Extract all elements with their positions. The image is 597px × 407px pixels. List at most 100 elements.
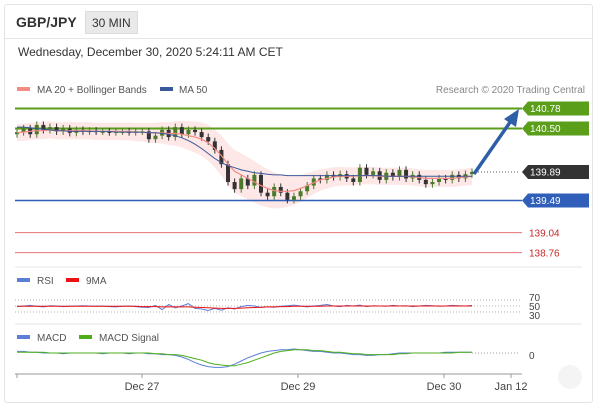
candle-body	[146, 131, 151, 140]
datetime-label: Wednesday, December 30, 2020 5:24:11 AM …	[18, 45, 283, 59]
candle-body	[239, 178, 244, 190]
macd-signal-line	[17, 349, 472, 367]
candle-body	[298, 191, 303, 197]
macd-tick-0: 0	[529, 351, 535, 362]
symbol-label: GBP/JPY	[16, 14, 77, 30]
candle-body	[430, 182, 435, 185]
bollinger-bands	[17, 120, 472, 209]
candle-body	[41, 124, 46, 130]
moving-averages	[16, 126, 473, 192]
rsi-ma-line	[17, 305, 472, 309]
current-price-tag: 139.89	[522, 165, 589, 180]
macd-signal-legend-swatch	[79, 335, 92, 339]
macd-legend-label: MACD	[37, 333, 66, 344]
rsi-line	[16, 303, 473, 312]
price-tags: 140.78 140.50 139.89 139.49 139.04 138.76	[522, 101, 589, 260]
candle-body	[404, 169, 409, 179]
watermark-icon	[558, 365, 582, 389]
lower-tag-2: 138.76	[529, 249, 560, 260]
resistance-tag-1-bg	[522, 101, 589, 116]
candle-body	[173, 127, 178, 138]
chart-widget: GBP/JPY 30 MIN Wednesday, December 30, 2…	[4, 4, 593, 403]
candle-body	[61, 128, 66, 132]
candle-body	[193, 129, 198, 133]
resistance-tag-2: 140.50	[522, 121, 589, 136]
timeframe-button[interactable]: 30 MIN	[85, 11, 138, 34]
candle-body	[357, 167, 362, 182]
rsi-legend-swatch	[17, 278, 30, 282]
x-tick-label: Dec 30	[427, 381, 462, 393]
candle-body	[107, 131, 112, 133]
x-tick-label: Dec 27	[125, 381, 160, 393]
candle-body	[397, 169, 402, 178]
candle-body	[371, 171, 376, 175]
candle-body	[291, 196, 296, 200]
candle-body	[212, 141, 217, 150]
candle-body	[206, 137, 211, 142]
candle-body	[179, 127, 184, 135]
candle-body	[258, 174, 263, 193]
candle-body	[285, 192, 290, 200]
ma50-line	[17, 126, 472, 177]
resistance-tag-2-text: 140.50	[530, 124, 561, 135]
current-price-tag-text: 139.89	[530, 168, 561, 179]
ma20-legend-label: MA 20 + Bollinger Bands	[37, 85, 147, 96]
candle-body	[21, 128, 26, 133]
candle-body	[324, 174, 329, 180]
support-tag-1-text: 139.49	[530, 196, 561, 207]
candle-body	[252, 174, 257, 186]
rsi-panel	[15, 299, 522, 313]
candle-body	[219, 149, 224, 165]
bollinger-band-fill	[17, 120, 472, 209]
candle-body	[153, 135, 158, 140]
candle-body	[390, 172, 395, 178]
macd-signal-legend-label: MACD Signal	[99, 333, 159, 344]
ma50-legend-swatch	[160, 87, 173, 91]
candle-body	[305, 185, 310, 192]
chart-header: GBP/JPY 30 MIN	[5, 5, 592, 39]
macd-legend-swatch	[17, 335, 30, 339]
candle-body	[47, 127, 52, 130]
x-tick-label: Dec 29	[281, 381, 316, 393]
rsi-tick-50: 50	[529, 302, 541, 313]
candle-body	[437, 178, 442, 182]
candle-body	[245, 178, 250, 186]
candle-body	[311, 178, 316, 186]
rsi-tick-70: 70	[529, 293, 541, 304]
candle-body	[443, 178, 448, 180]
candle-body	[351, 178, 356, 182]
ma20-legend-swatch	[17, 87, 30, 91]
x-tick-label: Jan 12	[494, 381, 527, 393]
macd-panel	[17, 348, 520, 368]
candle-body	[34, 124, 39, 135]
candle-body	[15, 132, 19, 135]
x-axis: Dec 27 Dec 29 Dec 30 Jan 12	[16, 374, 528, 393]
candle-body	[226, 164, 231, 182]
ma50-legend-label: MA 50	[179, 85, 208, 96]
candle-body	[423, 179, 428, 185]
candle-body	[232, 182, 237, 190]
lower-tag-1: 139.04	[529, 229, 560, 240]
credit-label: Research © 2020 Trading Central	[436, 85, 585, 96]
candle-body	[100, 131, 105, 133]
candle-body	[186, 129, 191, 135]
candle-body	[450, 174, 455, 180]
macd-line	[17, 348, 472, 368]
current-price-tag-bg	[522, 165, 589, 180]
support-tag-1-bg	[522, 193, 589, 208]
candle-body	[364, 167, 369, 175]
candle-body	[278, 186, 283, 193]
candle-body	[318, 178, 323, 180]
rsi-ma-legend-swatch	[66, 278, 79, 282]
support-tag-1: 139.49	[522, 193, 589, 208]
resistance-tag-1-text: 140.78	[530, 104, 561, 115]
forecast-arrow	[472, 109, 519, 176]
rsi-ma-legend-label: 9MA	[86, 276, 107, 287]
resistance-tag-2-bg	[522, 121, 589, 136]
candle-body	[470, 172, 474, 175]
candle-body	[199, 132, 204, 138]
resistance-tag-1: 140.78	[522, 101, 589, 116]
candle-body	[265, 192, 270, 197]
candle-body	[272, 186, 277, 197]
